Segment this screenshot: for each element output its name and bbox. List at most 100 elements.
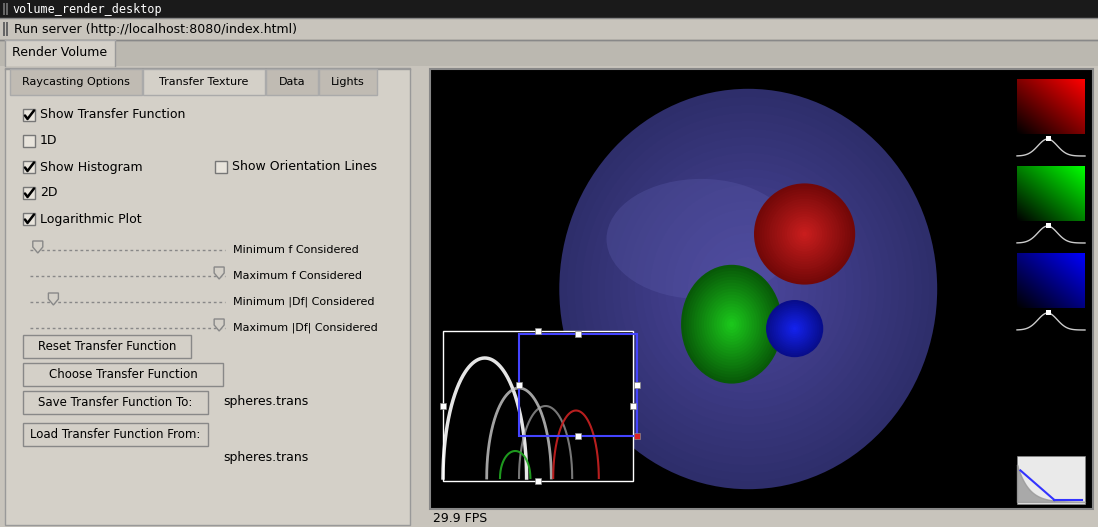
Ellipse shape xyxy=(694,280,770,369)
Ellipse shape xyxy=(768,302,821,355)
Bar xyxy=(634,382,640,388)
Ellipse shape xyxy=(650,185,847,393)
Bar xyxy=(519,334,637,436)
Ellipse shape xyxy=(727,318,737,330)
Ellipse shape xyxy=(782,211,828,257)
Ellipse shape xyxy=(597,129,899,449)
Bar xyxy=(5,68,410,525)
Ellipse shape xyxy=(687,225,809,353)
Text: Render Volume: Render Volume xyxy=(12,46,108,60)
Ellipse shape xyxy=(726,265,771,313)
Bar xyxy=(1045,136,1051,141)
Ellipse shape xyxy=(766,300,824,357)
Ellipse shape xyxy=(709,297,754,351)
Text: 1D: 1D xyxy=(40,134,57,148)
Text: Show Orientation Lines: Show Orientation Lines xyxy=(232,161,377,173)
Text: Minimum f Considered: Minimum f Considered xyxy=(233,245,359,255)
Ellipse shape xyxy=(775,309,814,348)
Ellipse shape xyxy=(574,105,922,473)
Text: spheres.trans: spheres.trans xyxy=(223,395,309,408)
Bar xyxy=(440,403,446,409)
Ellipse shape xyxy=(757,186,853,282)
Ellipse shape xyxy=(780,314,810,344)
Ellipse shape xyxy=(791,325,798,333)
Ellipse shape xyxy=(627,161,870,417)
Bar xyxy=(143,69,265,95)
Ellipse shape xyxy=(688,274,775,375)
Ellipse shape xyxy=(724,315,739,333)
Polygon shape xyxy=(214,267,224,279)
Ellipse shape xyxy=(681,265,782,384)
Text: Load Transfer Function From:: Load Transfer Function From: xyxy=(31,427,201,441)
Ellipse shape xyxy=(787,216,822,252)
Ellipse shape xyxy=(559,89,938,489)
Bar xyxy=(0,0,1098,18)
Ellipse shape xyxy=(729,321,735,327)
Text: Reset Transfer Function: Reset Transfer Function xyxy=(37,339,176,353)
Bar xyxy=(5,22,8,36)
Ellipse shape xyxy=(567,97,930,481)
Ellipse shape xyxy=(774,203,834,265)
Bar xyxy=(10,69,142,95)
Ellipse shape xyxy=(635,169,862,409)
Ellipse shape xyxy=(658,193,839,385)
Bar xyxy=(5,40,115,66)
Text: Maximum |Df| Considered: Maximum |Df| Considered xyxy=(233,323,378,333)
Ellipse shape xyxy=(712,300,752,348)
Ellipse shape xyxy=(785,319,804,338)
Ellipse shape xyxy=(606,179,795,299)
Text: 29.9 FPS: 29.9 FPS xyxy=(433,512,488,524)
Bar xyxy=(516,382,522,388)
Ellipse shape xyxy=(776,206,832,262)
Text: spheres.trans: spheres.trans xyxy=(223,451,309,464)
Ellipse shape xyxy=(787,321,803,336)
Bar xyxy=(23,213,35,225)
Ellipse shape xyxy=(789,219,820,249)
Ellipse shape xyxy=(719,309,744,339)
Bar xyxy=(266,69,318,95)
Text: Maximum f Considered: Maximum f Considered xyxy=(233,271,362,281)
Text: Run server (http://localhost:8080/index.html): Run server (http://localhost:8080/index.… xyxy=(14,23,296,35)
Bar xyxy=(23,109,35,121)
Bar xyxy=(3,3,5,15)
Ellipse shape xyxy=(797,227,813,241)
Bar xyxy=(0,40,1098,66)
Ellipse shape xyxy=(686,271,777,378)
Text: Lights: Lights xyxy=(332,77,365,87)
Ellipse shape xyxy=(754,183,855,285)
Ellipse shape xyxy=(613,145,884,433)
Ellipse shape xyxy=(703,241,794,337)
Bar xyxy=(1017,456,1085,504)
Ellipse shape xyxy=(695,233,802,345)
Bar xyxy=(630,403,636,409)
Ellipse shape xyxy=(619,153,876,425)
Ellipse shape xyxy=(795,224,815,244)
Bar xyxy=(5,3,8,15)
Bar xyxy=(23,363,223,385)
Bar xyxy=(1045,310,1051,315)
Ellipse shape xyxy=(684,268,780,380)
Ellipse shape xyxy=(590,121,907,457)
Ellipse shape xyxy=(642,177,854,401)
Polygon shape xyxy=(33,241,43,253)
Bar xyxy=(23,335,191,357)
Ellipse shape xyxy=(733,273,763,305)
Ellipse shape xyxy=(802,231,807,237)
Ellipse shape xyxy=(698,286,764,363)
Text: Transfer Texture: Transfer Texture xyxy=(159,77,248,87)
Bar xyxy=(442,331,634,481)
Bar xyxy=(23,187,35,199)
Bar xyxy=(575,331,581,337)
Ellipse shape xyxy=(774,308,816,349)
Bar xyxy=(535,328,541,334)
Ellipse shape xyxy=(799,229,809,239)
Ellipse shape xyxy=(780,209,830,259)
Ellipse shape xyxy=(605,137,892,441)
Ellipse shape xyxy=(770,304,819,354)
Text: Logarithmic Plot: Logarithmic Plot xyxy=(40,212,142,226)
Bar xyxy=(3,22,5,36)
Polygon shape xyxy=(48,293,58,305)
Ellipse shape xyxy=(789,323,800,334)
Polygon shape xyxy=(214,319,224,331)
Bar xyxy=(535,478,541,484)
